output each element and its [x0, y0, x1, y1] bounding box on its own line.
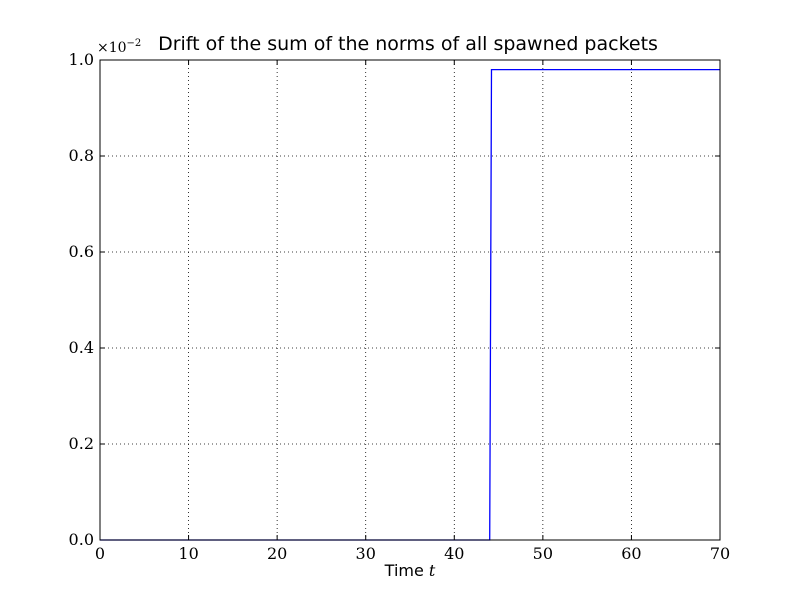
x-axis-label: Time t — [384, 561, 436, 580]
x-axis-label-variable: t — [429, 561, 436, 580]
y-multiplier: ×10−2 — [97, 38, 141, 56]
x-tick-label: 30 — [356, 544, 376, 563]
y-tick-label: 0.8 — [69, 146, 94, 165]
x-tick-label: 60 — [621, 544, 641, 563]
grid — [100, 60, 720, 540]
y-tick-label: 0.4 — [69, 338, 94, 357]
x-tick-label: 20 — [267, 544, 287, 563]
x-tick-label: 40 — [444, 544, 464, 563]
y-multiplier-base: ×10 — [97, 40, 127, 56]
y-tick-label: 0.6 — [69, 242, 94, 261]
x-tick-label: 70 — [710, 544, 730, 563]
x-tick-label: 0 — [95, 544, 105, 563]
plot-frame — [99, 59, 721, 541]
y-multiplier-exponent: −2 — [127, 38, 142, 49]
x-tick-label: 10 — [178, 544, 198, 563]
x-tick-label: 50 — [533, 544, 553, 563]
y-tick-label: 0.0 — [69, 530, 94, 549]
y-tick-label: 0.2 — [69, 434, 94, 453]
y-tick-label: 1.0 — [69, 50, 94, 69]
axis-ticks: 0 10 20 30 40 50 60 70 0.0 0.2 0.4 0.6 0.8 1.0 — [69, 50, 731, 563]
chart-title: Drift of the sum of the norms of all spa… — [158, 33, 658, 55]
x-axis-label-text: Time — [384, 561, 429, 580]
